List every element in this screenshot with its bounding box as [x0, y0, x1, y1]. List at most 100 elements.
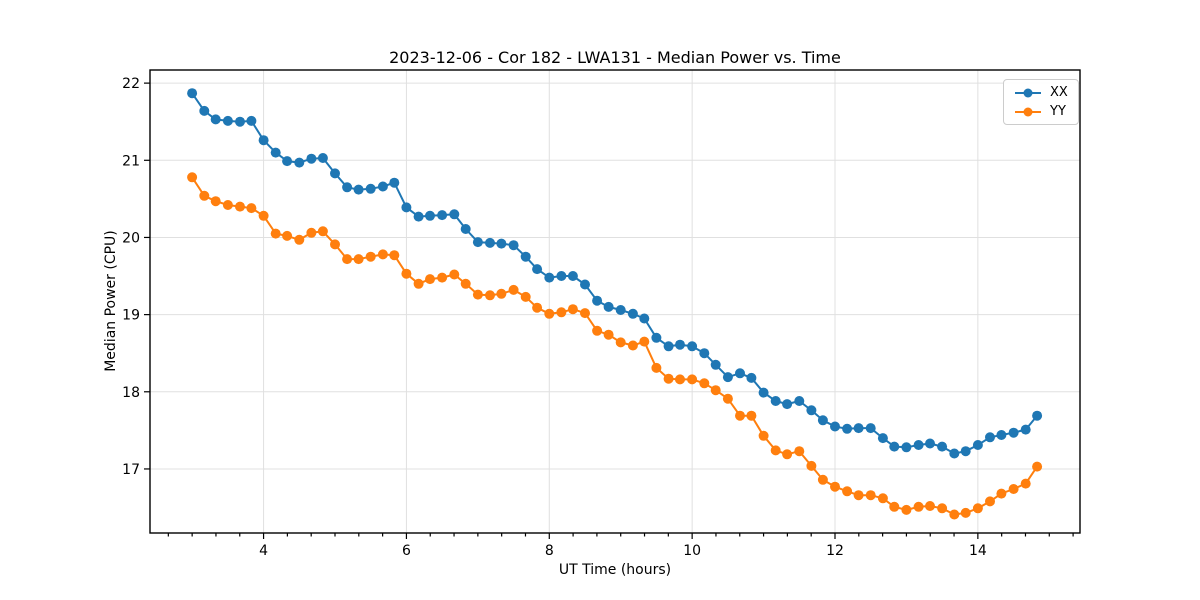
yy-marker — [306, 227, 317, 238]
xx-line — [191, 92, 1038, 455]
xx-marker — [985, 432, 995, 443]
yy-marker — [1032, 461, 1043, 472]
xx-marker — [651, 332, 662, 343]
xx-marker — [246, 115, 257, 126]
yy-marker — [532, 302, 543, 313]
x-tick-label: 10 — [683, 543, 701, 559]
y-axis-label: Median Power (CPU) — [103, 230, 119, 372]
yy-marker — [699, 378, 710, 389]
y-tick-label: 17 — [122, 462, 140, 478]
xx-marker — [258, 135, 269, 146]
xx-marker — [270, 147, 281, 158]
xx-marker — [806, 405, 817, 416]
xx-line-marker-swatch — [1015, 88, 1041, 97]
yy-marker — [294, 234, 305, 245]
yy-marker — [889, 501, 900, 512]
xx-marker — [901, 442, 912, 453]
yy-marker — [592, 325, 603, 336]
x-tick-label: 8 — [545, 543, 554, 559]
xx-marker — [342, 182, 353, 193]
yy-marker — [960, 507, 971, 518]
xx-marker — [710, 359, 721, 370]
axes-spines — [149, 69, 1081, 534]
xx-marker — [996, 430, 1007, 440]
yy-marker — [722, 393, 733, 404]
yy-marker — [853, 490, 864, 501]
xx-marker — [687, 341, 698, 352]
xx-marker — [735, 368, 745, 379]
xx-marker — [758, 387, 769, 398]
yy-marker — [735, 410, 745, 421]
yy-marker — [270, 228, 281, 239]
yy-marker — [996, 488, 1007, 499]
xx-marker — [508, 240, 519, 251]
yy-marker — [342, 254, 353, 265]
yy-marker — [567, 304, 578, 315]
yy-marker — [317, 226, 328, 237]
xx-marker — [365, 183, 376, 194]
yy-marker — [758, 430, 769, 441]
yy-marker — [353, 254, 364, 265]
yy-marker — [937, 503, 948, 514]
xx-marker — [960, 446, 971, 457]
yy-marker — [710, 385, 721, 396]
xx-marker — [330, 168, 340, 179]
legend-label-xx: XX — [1050, 85, 1068, 100]
xx-marker — [615, 305, 626, 315]
xx-marker — [187, 88, 198, 99]
xx-marker — [722, 372, 733, 383]
xx-marker — [580, 279, 590, 290]
xx-marker — [449, 209, 460, 220]
tick-labels: 4 6 8 10 12 14 17 18 19 20 21 22 — [122, 76, 987, 559]
yy-marker — [877, 493, 888, 504]
y-tick-label: 20 — [122, 230, 140, 246]
xx-marker — [199, 105, 210, 116]
xx-marker — [1020, 424, 1031, 435]
series-xx — [187, 88, 1043, 459]
yy-marker — [258, 210, 269, 221]
yy-marker — [842, 486, 853, 497]
yy-marker — [199, 190, 210, 201]
xx-marker — [770, 396, 781, 406]
yy-marker — [663, 373, 674, 384]
yy-marker — [556, 307, 567, 318]
yy-marker — [1020, 478, 1031, 489]
xx-marker — [817, 415, 828, 426]
xx-marker — [830, 421, 840, 432]
yy-marker — [508, 284, 519, 295]
yy-marker — [187, 172, 198, 183]
xx-marker — [663, 341, 674, 352]
yy-marker — [389, 250, 400, 261]
yy-marker — [425, 274, 435, 285]
yy-marker — [365, 251, 376, 262]
xx-marker — [496, 238, 507, 249]
yy-line-marker-swatch — [1015, 107, 1041, 116]
xx-marker — [472, 237, 483, 248]
yy-marker — [520, 291, 531, 302]
yy-marker — [865, 490, 876, 501]
yy-marker — [770, 445, 781, 456]
yy-marker — [985, 496, 995, 507]
xx-marker — [353, 184, 364, 195]
yy-marker — [580, 308, 590, 319]
yy-marker — [806, 460, 817, 471]
xx-marker — [210, 114, 221, 125]
xx-marker — [949, 448, 960, 459]
yy-marker — [210, 196, 221, 207]
xx-marker — [972, 440, 983, 450]
xx-marker — [485, 237, 495, 248]
yy-marker — [449, 269, 460, 280]
yy-marker — [615, 337, 626, 348]
yy-marker — [235, 201, 245, 212]
axis-ticks — [144, 82, 1074, 539]
xx-marker — [603, 301, 614, 312]
yy-marker — [639, 336, 650, 347]
xx-marker — [377, 181, 388, 192]
yy-marker — [282, 230, 293, 241]
yy-marker — [901, 504, 912, 515]
xx-marker — [317, 153, 328, 163]
xx-marker — [925, 438, 935, 449]
yy-marker — [1008, 484, 1019, 494]
yy-marker — [817, 474, 828, 485]
